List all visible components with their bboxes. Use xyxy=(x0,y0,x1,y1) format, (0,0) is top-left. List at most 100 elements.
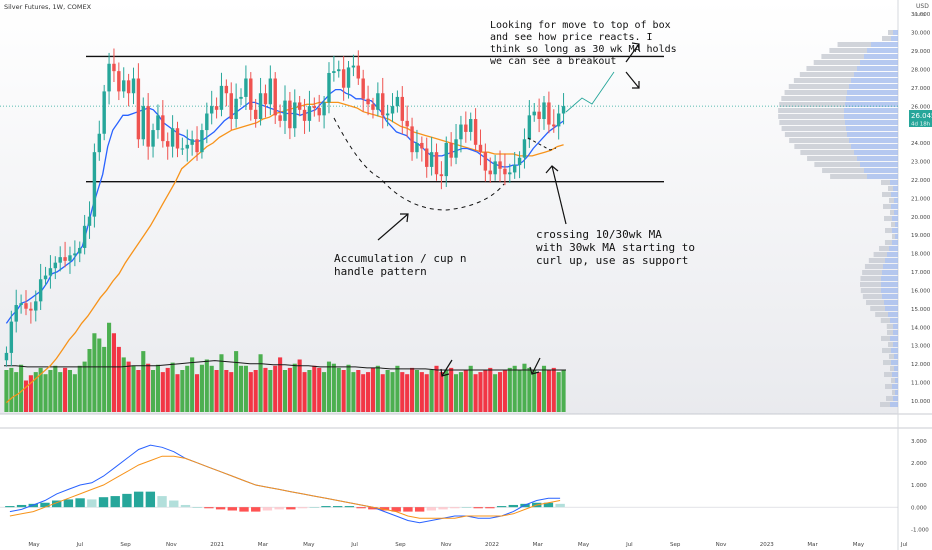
candle xyxy=(307,90,312,132)
volume-bar xyxy=(473,374,478,412)
macd-histogram xyxy=(5,491,565,512)
macd-histogram-bar xyxy=(16,504,27,508)
time-tick-label: Jul xyxy=(900,542,908,548)
volume-bar xyxy=(322,372,327,412)
price-tick-label: 28.000 xyxy=(911,67,931,73)
candle xyxy=(493,154,497,181)
time-tick-label: Nov xyxy=(166,542,177,548)
volume-bar xyxy=(229,372,234,412)
ma-note: crossing 10/30wk MA with 30wk MA startin… xyxy=(536,228,702,267)
macd-histogram-bar xyxy=(309,507,319,508)
volume-bar xyxy=(458,372,463,412)
candle xyxy=(297,96,302,117)
candle xyxy=(58,246,62,272)
volume-bar xyxy=(219,354,224,412)
time-tick-label: May xyxy=(578,542,590,548)
candle xyxy=(200,123,204,159)
candle xyxy=(166,132,170,160)
candle xyxy=(229,82,233,130)
macd-histogram-bar xyxy=(110,496,120,508)
volume-bar xyxy=(370,367,376,412)
volume-bar xyxy=(326,361,332,412)
candle xyxy=(312,97,317,117)
price-tick-label: 10.000 xyxy=(911,399,931,405)
volume-bar xyxy=(527,367,532,412)
candle xyxy=(288,91,292,140)
volume-bar xyxy=(121,357,126,412)
candle xyxy=(376,82,380,117)
volume-bar xyxy=(517,370,522,412)
chart-title: Silver Futures, 1W, COMEX xyxy=(4,3,92,11)
price-tick-label: 19.000 xyxy=(911,233,931,239)
volume-bar xyxy=(243,365,248,412)
candle xyxy=(156,104,160,139)
candle xyxy=(146,93,150,160)
volume-bar xyxy=(165,367,170,412)
time-axis[interactable]: May Jul Sep Nov 2021 Mar May Jul Sep Nov 2022 Mar Ma… xyxy=(28,542,908,548)
volume-bar xyxy=(497,372,503,412)
time-tick-label: Jul xyxy=(625,542,633,548)
volume-bar xyxy=(258,354,263,412)
volume-bar xyxy=(234,351,239,412)
macd-histogram-bar xyxy=(333,506,343,508)
macd-histogram-bar xyxy=(227,507,237,511)
volume-bar xyxy=(488,367,493,412)
macd-histogram-bar xyxy=(251,507,261,512)
time-tick-label: 2021 xyxy=(210,542,224,548)
candle xyxy=(185,129,189,162)
macd-scale[interactable]: 3.000 2.000 1.000 0.000 -1.000 xyxy=(911,439,929,534)
price-tick-label: 15.000 xyxy=(911,307,931,313)
candle xyxy=(337,60,341,78)
time-tick-label: May xyxy=(303,542,315,548)
candle xyxy=(429,136,434,176)
volume-bar xyxy=(390,372,395,412)
volume-bar xyxy=(23,380,29,412)
volume-bar xyxy=(67,370,73,412)
candle xyxy=(73,240,77,267)
ma-cross-arrow xyxy=(545,165,567,225)
pane-separator xyxy=(0,414,932,428)
volume-bar xyxy=(522,363,527,412)
volume-bar xyxy=(302,372,307,412)
time-tick-label: May xyxy=(28,542,40,548)
candle xyxy=(131,67,136,105)
volume-bar xyxy=(224,370,229,412)
candle xyxy=(92,143,97,228)
candle xyxy=(439,161,444,190)
volume-bar xyxy=(238,365,244,412)
price-badge: 26.045 4d 18h xyxy=(909,110,932,128)
main-pane-background xyxy=(0,0,898,414)
volume-bar xyxy=(341,370,346,412)
volume-bar xyxy=(82,361,87,412)
price-tick-label: 14.000 xyxy=(911,325,931,331)
candle xyxy=(224,79,229,107)
candle xyxy=(136,63,141,148)
volume-arrow-2 xyxy=(529,357,541,375)
candle xyxy=(434,143,439,181)
candle xyxy=(547,91,551,134)
price-tick-label: 20.000 xyxy=(911,215,931,221)
volume-bar xyxy=(58,372,63,412)
volume-bar xyxy=(356,370,361,412)
volume-bar xyxy=(483,370,488,412)
macd-histogram-bar xyxy=(403,507,413,512)
time-tick-label: Mar xyxy=(258,542,269,548)
candle xyxy=(508,163,512,183)
candle xyxy=(400,86,404,134)
candles xyxy=(4,48,566,367)
currency-label[interactable]: USD xyxy=(916,3,929,10)
volume-bar xyxy=(33,372,38,412)
price-tick-label: 17.000 xyxy=(911,270,931,276)
time-tick-label: May xyxy=(853,542,865,548)
volume-bar xyxy=(331,363,336,412)
macd-histogram-bar xyxy=(508,504,518,508)
volume-bar xyxy=(444,370,449,412)
volume-bar xyxy=(155,364,160,412)
volume-bar xyxy=(297,359,302,412)
macd-histogram-bar xyxy=(52,500,62,508)
volume-bar xyxy=(502,370,507,412)
volume-bar xyxy=(102,346,107,412)
price-tick-label: 23.000 xyxy=(911,160,931,166)
candle xyxy=(205,102,209,144)
